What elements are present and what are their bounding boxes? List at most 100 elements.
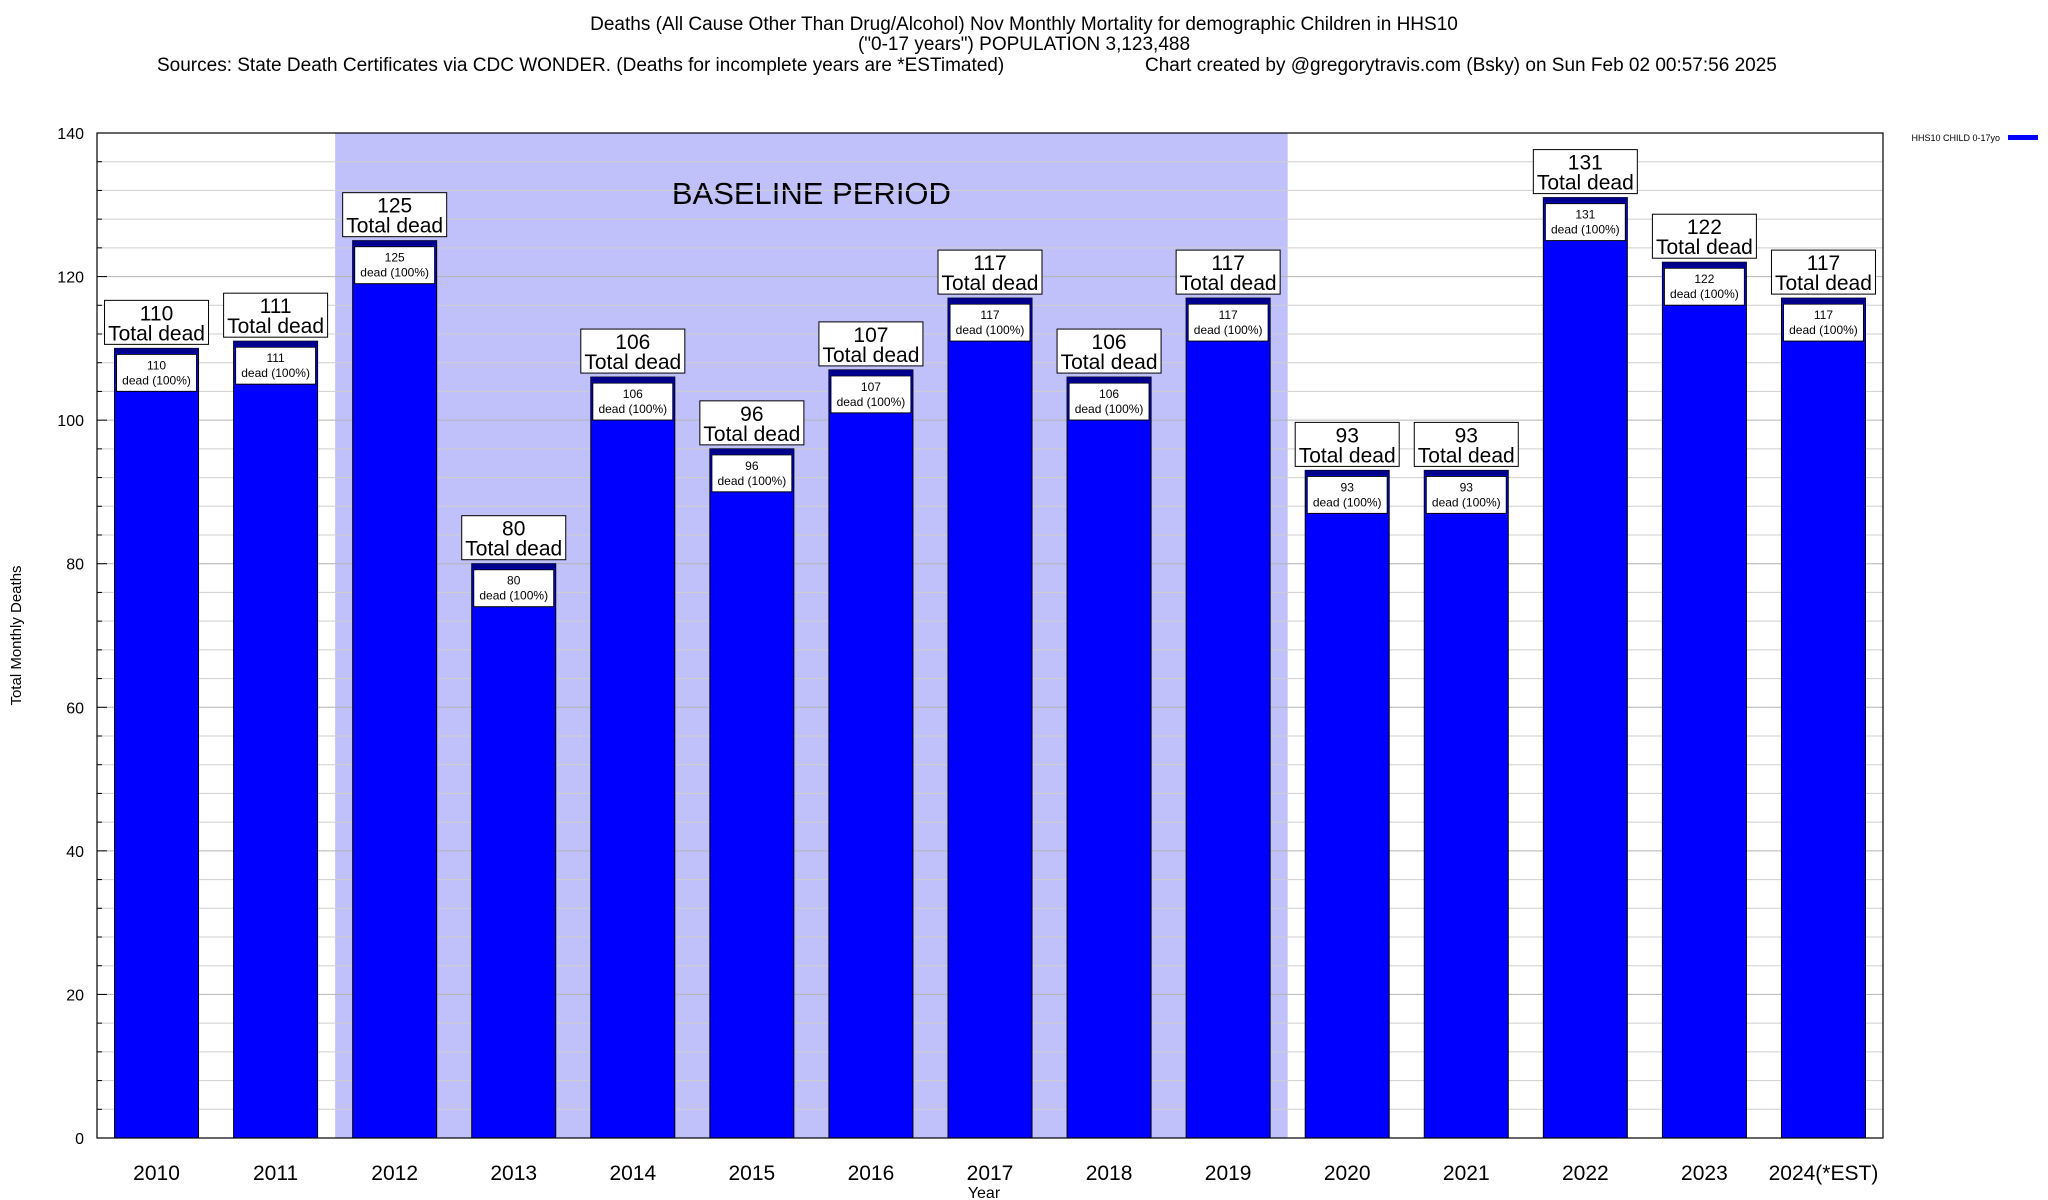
inner-value-label: 110	[147, 358, 166, 372]
inner-dead-label: dead (100%)	[1670, 287, 1739, 301]
inner-value-label: 106	[1099, 387, 1119, 401]
inner-label-box	[1782, 303, 1864, 342]
top-total-dead-label: Total dead	[703, 423, 800, 446]
x-tick-label: 2012	[371, 1162, 418, 1185]
top-value-label: 125	[377, 195, 412, 218]
top-label-box	[818, 321, 924, 367]
x-tick-label: 2024(*EST)	[1769, 1162, 1879, 1185]
inner-label-box	[473, 569, 555, 608]
bar	[1542, 197, 1628, 1139]
bar-top-edge	[590, 377, 675, 383]
inner-value-label: 93	[1460, 480, 1474, 494]
y-tick-label: 100	[57, 413, 84, 430]
top-label-box	[342, 192, 448, 238]
chart-sources: Sources: State Death Certificates via CD…	[157, 55, 1005, 76]
top-total-dead-label: Total dead	[1061, 351, 1158, 374]
inner-label-box	[1544, 203, 1626, 242]
top-value-label: 117	[1807, 252, 1840, 275]
bar	[1304, 469, 1390, 1139]
top-label-box	[1056, 328, 1162, 374]
bar-top-edge	[1305, 470, 1390, 476]
bar-top-edge	[948, 298, 1032, 304]
x-tick-label: 2016	[848, 1162, 895, 1185]
top-label-box	[937, 249, 1043, 295]
top-total-dead-label: Total dead	[465, 538, 562, 561]
x-tick-label: 2021	[1443, 1162, 1490, 1185]
inner-label-box	[116, 353, 198, 392]
inner-label-box	[235, 346, 317, 385]
top-label-box	[1770, 249, 1876, 295]
bar	[1661, 261, 1747, 1139]
inner-dead-label: dead (100%)	[718, 474, 787, 488]
x-tick-label: 2010	[133, 1162, 180, 1185]
x-tick-label: 2014	[609, 1162, 656, 1185]
inner-value-label: 93	[1341, 480, 1355, 494]
inner-value-label: 131	[1575, 208, 1595, 222]
bar-top-edge	[233, 341, 318, 347]
top-total-dead-label: Total dead	[1537, 172, 1634, 195]
bar-top-edge	[1186, 298, 1271, 304]
inner-dead-label: dead (100%)	[956, 323, 1025, 337]
inner-value-label: 111	[266, 351, 285, 365]
top-total-dead-label: Total dead	[108, 322, 205, 345]
inner-dead-label: dead (100%)	[1432, 495, 1501, 509]
top-total-dead-label: Total dead	[1656, 236, 1753, 259]
top-value-label: 117	[1211, 252, 1244, 275]
chart-title: Deaths (All Cause Other Than Drug/Alcoho…	[590, 14, 1458, 35]
y-axis-label: Total Monthly Deaths	[8, 565, 25, 705]
bar	[233, 340, 319, 1139]
bar-top-edge	[471, 563, 556, 569]
y-tick-label: 0	[75, 1131, 84, 1148]
top-total-dead-label: Total dead	[584, 351, 681, 374]
inner-value-label: 122	[1694, 272, 1714, 286]
top-value-label: 93	[1336, 424, 1359, 447]
top-label-box	[1413, 421, 1519, 467]
bar	[471, 563, 557, 1139]
inner-dead-label: dead (100%)	[1551, 223, 1620, 237]
y-tick-label: 60	[66, 700, 84, 717]
inner-dead-label: dead (100%)	[1313, 495, 1382, 509]
top-label-box	[699, 400, 805, 446]
inner-value-label: 117	[1814, 308, 1833, 322]
top-label-box	[223, 292, 329, 338]
inner-label-box	[1068, 382, 1150, 421]
inner-dead-label: dead (100%)	[122, 373, 191, 387]
top-total-dead-label: Total dead	[1180, 272, 1277, 295]
inner-label-box	[1306, 475, 1388, 514]
y-tick-label: 40	[66, 844, 84, 861]
chart-credit: Chart created by @gregorytravis.com (Bsk…	[1145, 55, 1777, 76]
y-tick-label: 140	[57, 126, 84, 143]
bar-top-edge	[1424, 470, 1509, 476]
inner-dead-label: dead (100%)	[1789, 323, 1858, 337]
x-axis-label: Year	[968, 1185, 1001, 1200]
bar-top-edge	[828, 369, 913, 375]
inner-value-label: 117	[1219, 308, 1238, 322]
top-value-label: 110	[140, 302, 173, 325]
x-tick-label: 2023	[1681, 1162, 1728, 1185]
inner-dead-label: dead (100%)	[479, 589, 548, 603]
bar	[709, 448, 795, 1139]
y-tick-label: 20	[66, 987, 84, 1004]
top-label-box	[1294, 421, 1400, 467]
bar-top-edge	[1781, 298, 1866, 304]
legend-group: HHS10 CHILD 0-17yo	[1911, 133, 2038, 143]
bar-top-edge	[1543, 197, 1628, 203]
bar	[1780, 297, 1866, 1139]
x-tick-label: 2020	[1324, 1162, 1371, 1185]
inner-value-label: 106	[623, 387, 643, 401]
top-value-label: 131	[1568, 152, 1603, 175]
top-total-dead-label: Total dead	[942, 272, 1039, 295]
legend-label: HHS10 CHILD 0-17yo	[1911, 133, 2000, 143]
y-tick-label: 80	[66, 557, 84, 574]
inner-label-box	[1187, 303, 1269, 342]
inner-label-box	[1425, 475, 1507, 514]
chart-subtitle: ("0-17 years") POPULATION 3,123,488	[857, 34, 1191, 55]
top-label-box	[461, 515, 567, 561]
top-value-label: 80	[502, 518, 525, 541]
inner-label-box	[354, 246, 436, 285]
top-label-box	[1175, 249, 1281, 295]
bar-top-edge	[114, 348, 199, 354]
bar-top-edge	[1067, 377, 1152, 383]
